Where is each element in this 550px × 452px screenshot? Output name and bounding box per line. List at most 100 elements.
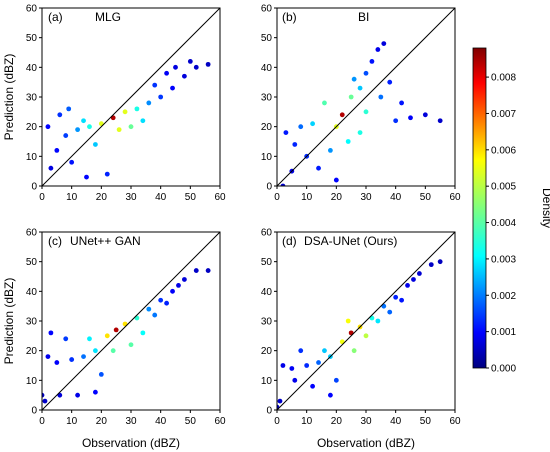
- panel-c-point-25: [128, 342, 134, 348]
- panel-b-xtick-label-3: 30: [360, 192, 372, 203]
- panel-a-point-4: [48, 165, 54, 171]
- panel-a-xtick-label-5: 50: [185, 192, 197, 203]
- colorbar: 0.000 0.001 0.002 0.003 0.004 0.005 0.006 0.007…: [472, 47, 550, 375]
- panel-d-point-0: [437, 259, 443, 265]
- panel-d-point-13: [393, 294, 399, 300]
- panel-a-point-0: [205, 61, 211, 67]
- panel-a-points: [45, 59, 211, 180]
- panel-d-point-9: [289, 366, 295, 371]
- panel-d-xtick-label-2: 20: [331, 416, 343, 427]
- panel-a-xtick-label-2: 20: [96, 192, 108, 203]
- colorbar-ticks: 0.000 0.001 0.002 0.003 0.004 0.005 0.006 0.007…: [486, 73, 516, 375]
- panel-a-xtick-label-4: 40: [155, 192, 167, 203]
- panel-a-point-19: [75, 127, 80, 133]
- panel-b-xticks: 0 10 20 30 40 50 60: [274, 186, 461, 203]
- panel-c: 0 10 20 30 40 50 60 0 10 20 30 40 50 60 (c) UNet++ G…: [2, 228, 226, 451]
- panel-d-point-15: [298, 348, 304, 354]
- panel-c-point-15: [69, 357, 75, 362]
- panel-d-point-11: [328, 392, 333, 398]
- panel-c-ytick-label-5: 50: [26, 257, 38, 268]
- panel-a-point-2: [187, 59, 193, 64]
- panel-c-point-17: [98, 372, 104, 377]
- panel-d-point-4: [417, 271, 422, 276]
- panel-b-ytick-label-1: 10: [261, 152, 273, 163]
- panel-a-identity-line: [41, 7, 221, 187]
- panel-b-point-26: [322, 100, 327, 106]
- panel-a-ytick-label-4: 40: [26, 63, 38, 74]
- panel-a-ytick-label-6: 60: [26, 4, 38, 15]
- panel-c-ytick-label-6: 60: [26, 228, 38, 239]
- panel-a-point-15: [158, 94, 164, 100]
- panel-b: 0 10 20 30 40 50 60 0 10 20 30 40 50 60 (b) BI: [261, 4, 461, 204]
- panel-c-yticks: 0 10 20 30 40 50 60: [26, 228, 42, 417]
- colorbar-tick-label-6: 0.006: [491, 145, 516, 156]
- panel-b-point-20: [351, 76, 357, 82]
- panel-d-ytick-label-1: 10: [261, 376, 273, 387]
- panel-d-ytick-label-2: 20: [261, 346, 273, 357]
- panel-a-yticks: 0 10 20 30 40 50 60: [26, 4, 42, 193]
- panel-c-point-1: [42, 398, 48, 404]
- panel-c-xtick-label-2: 20: [96, 416, 108, 427]
- panel-c-xlabel: Observation (dBZ): [82, 436, 180, 450]
- panel-c-point-2: [193, 268, 199, 273]
- panel-a-point-14: [152, 82, 158, 88]
- colorbar-tick-label-8: 0.008: [491, 73, 516, 84]
- panel-b-point-6: [408, 115, 413, 121]
- panel-b-identity-line: [276, 7, 456, 187]
- panel-c-point-13: [164, 300, 170, 306]
- panel-c-point-23: [140, 330, 146, 336]
- colorbar-tick-label-4: 0.004: [491, 218, 516, 229]
- panel-b-point-21: [357, 85, 363, 91]
- panel-d-ytick-label-4: 40: [261, 287, 273, 298]
- panel-b-point-16: [363, 70, 369, 76]
- panel-a-ytick-label-1: 10: [26, 152, 38, 163]
- colorbar-tick-label-7: 0.007: [491, 109, 516, 120]
- panel-a-point-7: [170, 85, 175, 91]
- panel-d-xtick-label-5: 50: [420, 416, 432, 427]
- panel-b-title: BI: [358, 10, 369, 24]
- panel-b-point-1: [280, 183, 286, 186]
- panel-a-point-11: [69, 159, 75, 165]
- panel-d-xtick-label-4: 40: [390, 416, 402, 427]
- panel-a-point-5: [173, 64, 178, 70]
- panel-d: 0 10 20 30 40 50 60 0 10 20 30 40 50 60 (d) DSA-UNet…: [261, 228, 461, 451]
- panel-c-point-10: [54, 360, 60, 365]
- panel-d-title: DSA-UNet (Ours): [304, 234, 397, 248]
- panel-b-point-5: [375, 47, 381, 52]
- panel-c-xtick-label-3: 30: [125, 416, 137, 427]
- panel-b-point-2: [422, 112, 428, 118]
- colorbar-tick-label-0: 0.000: [491, 364, 516, 375]
- panel-b-point-0: [437, 118, 443, 124]
- panel-c-point-11: [93, 389, 98, 395]
- panel-a-point-17: [66, 106, 72, 112]
- panel-c-point-5: [182, 277, 187, 282]
- panel-d-point-1: [428, 262, 434, 268]
- panel-a-point-22: [81, 118, 86, 124]
- panel-b-xtick-label-1: 10: [301, 192, 313, 203]
- panel-c-point-8: [45, 354, 51, 359]
- panel-c-point-29: [113, 327, 119, 333]
- panel-d-ytick-label-0: 0: [266, 406, 272, 417]
- panel-d-point-12: [399, 297, 404, 303]
- panel-a-point-1: [193, 64, 199, 70]
- panel-b-point-7: [333, 177, 339, 183]
- panel-d-identity-line: [276, 231, 456, 411]
- panel-b-yticks: 0 10 20 30 40 50 60: [261, 4, 277, 193]
- panel-c-point-22: [87, 336, 92, 342]
- panel-b-point-13: [292, 142, 298, 147]
- panel-c-ytick-label-3: 30: [26, 317, 38, 328]
- colorbar-tick-label-2: 0.002: [491, 291, 516, 302]
- panel-c-point-9: [170, 288, 175, 294]
- panel-d-xtick-label-6: 60: [449, 416, 461, 427]
- panel-c-point-18: [81, 354, 86, 359]
- panel-c-xtick-label-6: 60: [214, 416, 226, 427]
- panel-d-point-16: [333, 377, 339, 383]
- panel-d-point-3: [277, 398, 283, 404]
- panel-d-point-22: [375, 318, 381, 324]
- panel-a-xtick-label-6: 60: [214, 192, 226, 203]
- panel-c-title: UNet++ GAN: [70, 234, 141, 248]
- panel-b-xtick-label-4: 40: [390, 192, 402, 203]
- panel-d-ytick-label-5: 50: [261, 257, 273, 268]
- panel-a-point-23: [134, 106, 140, 112]
